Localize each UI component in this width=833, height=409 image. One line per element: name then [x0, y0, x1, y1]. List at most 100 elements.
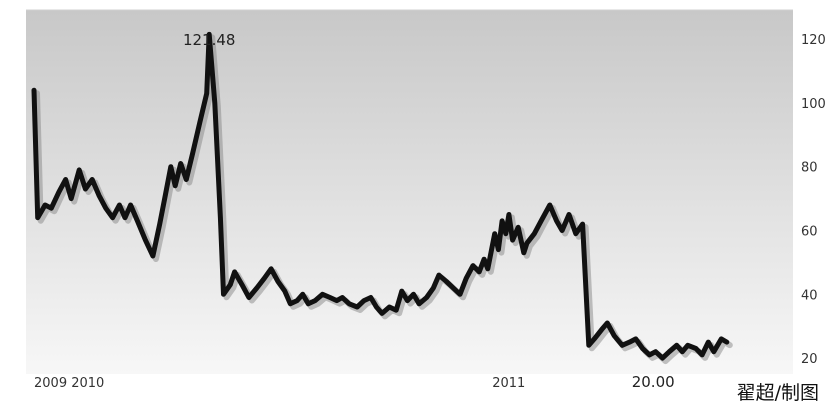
x-axis-ticks: 2009 2010 2011 [34, 376, 525, 391]
data-point [98, 194, 100, 197]
data-point [301, 293, 304, 296]
data-point [601, 328, 603, 331]
data-point [370, 296, 372, 299]
data-point [179, 162, 182, 165]
data-point [445, 280, 448, 283]
data-point [277, 280, 279, 283]
data-point [483, 258, 485, 261]
data-point [214, 102, 216, 104]
y-tick-label: 40 [801, 288, 818, 303]
value-annotation: 20.00 [632, 373, 675, 391]
data-point [555, 220, 558, 222]
y-axis-ticks: 20 40 60 80 100 120 [801, 33, 826, 367]
data-point [208, 33, 210, 36]
data-point [526, 242, 528, 244]
data-point [508, 213, 510, 216]
data-point [158, 223, 161, 225]
data-point [459, 293, 461, 296]
data-point [695, 347, 697, 350]
data-point [606, 322, 609, 324]
data-point [701, 354, 703, 356]
data-point [307, 303, 310, 305]
data-point [465, 277, 468, 280]
data-point [549, 204, 551, 206]
data-point [64, 178, 67, 181]
data-point [78, 169, 80, 171]
series-line [31, 31, 730, 361]
data-point [84, 188, 87, 190]
plot-background [26, 10, 793, 374]
data-point [452, 287, 455, 289]
data-point [406, 299, 409, 302]
data-point [707, 341, 710, 343]
data-point [388, 306, 391, 308]
data-point [517, 226, 519, 229]
data-point [50, 207, 53, 209]
data-point [58, 191, 60, 193]
data-point [726, 341, 728, 343]
data-point [438, 274, 440, 276]
data-point [263, 277, 266, 280]
data-point [314, 299, 316, 302]
data-point [648, 354, 651, 356]
data-point [613, 334, 615, 337]
data-point [118, 204, 121, 206]
data-point [588, 344, 590, 347]
data-point [418, 303, 420, 305]
data-point [720, 338, 723, 340]
data-point [341, 296, 344, 299]
data-point [487, 268, 489, 270]
x-tick-label: 2009 [34, 376, 67, 391]
y-tick-label: 20 [801, 352, 818, 367]
data-point [511, 239, 514, 241]
data-point [533, 232, 536, 235]
data-point [329, 296, 331, 299]
data-point [561, 229, 563, 232]
data-point [289, 303, 292, 305]
data-point [321, 293, 324, 296]
data-point [375, 306, 378, 308]
data-point [199, 121, 201, 123]
data-point [628, 341, 631, 343]
data-point [675, 344, 678, 347]
data-point [395, 309, 398, 312]
data-point [205, 92, 208, 95]
data-point [91, 178, 93, 181]
data-point [233, 271, 236, 273]
annotations: 121.48 20.00 [183, 31, 675, 391]
data-point [501, 220, 503, 222]
data-point [36, 216, 39, 219]
data-point [401, 290, 403, 292]
data-point [248, 296, 250, 299]
data-point [270, 268, 272, 270]
data-point [185, 178, 188, 181]
data-point [33, 89, 35, 91]
y-tick-label: 60 [801, 225, 818, 240]
x-tick-label: 2011 [492, 376, 525, 391]
data-point [229, 283, 232, 286]
data-point [687, 344, 689, 347]
data-point [284, 290, 286, 292]
y-tick-label: 80 [801, 161, 818, 176]
data-point [111, 216, 114, 219]
series-line-shadow [34, 34, 733, 365]
data-point [478, 271, 481, 273]
data-point [356, 306, 359, 308]
data-point [713, 350, 715, 353]
data-point [505, 232, 507, 235]
data-point [497, 248, 500, 251]
data-point [336, 299, 338, 302]
value-annotation: 121.48 [183, 31, 236, 49]
data-point [129, 204, 132, 206]
chart-credit: 翟超/制图 [736, 382, 819, 404]
data-point [105, 207, 107, 209]
data-point [144, 239, 147, 241]
data-point [668, 350, 671, 353]
data-point [152, 255, 154, 257]
data-point [296, 299, 298, 302]
data-point [191, 153, 194, 155]
data-point [70, 197, 72, 200]
data-point [661, 357, 664, 359]
data-point [124, 216, 126, 219]
